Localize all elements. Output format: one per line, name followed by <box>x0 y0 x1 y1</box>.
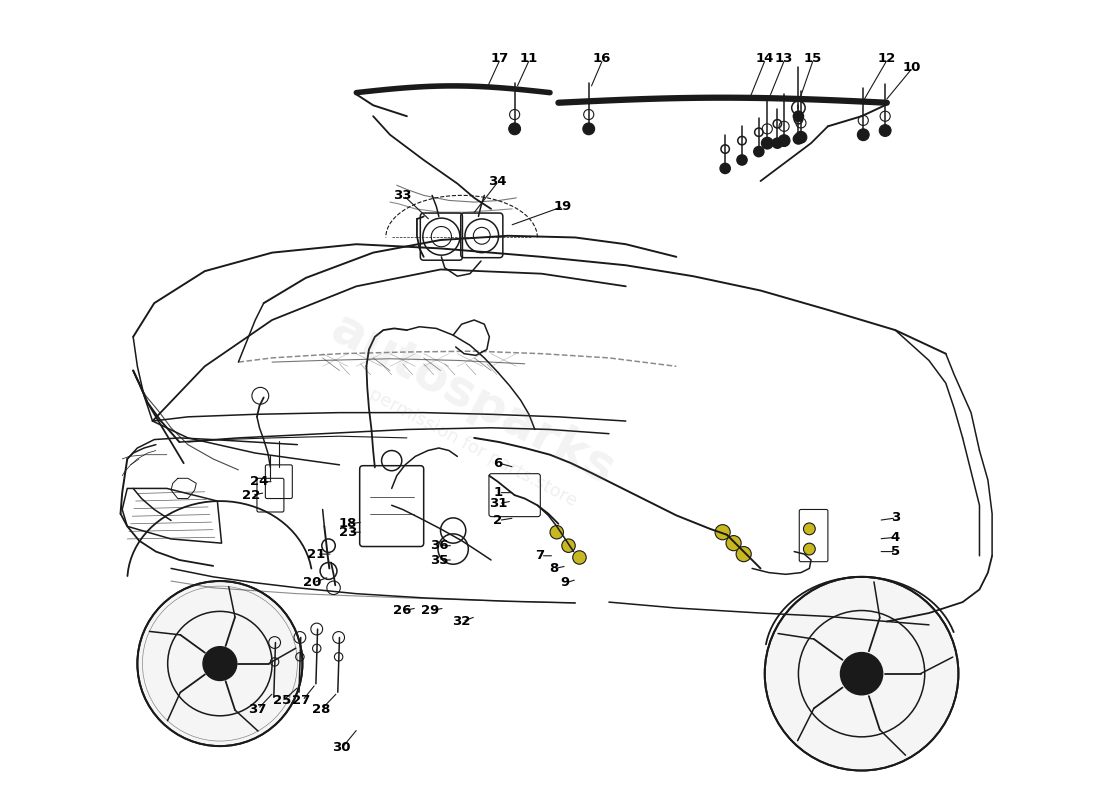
Text: 27: 27 <box>293 694 310 707</box>
Text: 25: 25 <box>273 694 292 707</box>
Text: 12: 12 <box>878 53 896 66</box>
Text: 13: 13 <box>774 53 793 66</box>
Circle shape <box>754 146 763 157</box>
Circle shape <box>793 134 803 144</box>
Circle shape <box>573 550 586 564</box>
Text: 29: 29 <box>421 604 440 617</box>
Text: 32: 32 <box>452 615 471 628</box>
Text: 24: 24 <box>251 475 268 488</box>
Text: 33: 33 <box>394 189 411 202</box>
Text: permission for parts.store: permission for parts.store <box>366 386 580 510</box>
Text: 23: 23 <box>339 526 358 538</box>
Text: 14: 14 <box>756 53 774 66</box>
Circle shape <box>803 543 815 555</box>
Text: 11: 11 <box>520 53 538 66</box>
Text: 26: 26 <box>394 604 411 617</box>
Text: 19: 19 <box>553 200 572 213</box>
Text: 3: 3 <box>891 511 900 524</box>
Circle shape <box>138 581 302 746</box>
Circle shape <box>726 535 741 550</box>
Circle shape <box>720 163 730 174</box>
Circle shape <box>793 111 803 122</box>
Text: 30: 30 <box>332 742 351 754</box>
Text: 4: 4 <box>891 530 900 544</box>
Text: 18: 18 <box>339 518 358 530</box>
Circle shape <box>508 123 520 134</box>
Text: 1: 1 <box>493 486 503 499</box>
Text: 17: 17 <box>491 53 508 66</box>
Text: 28: 28 <box>311 702 330 715</box>
Circle shape <box>761 138 773 149</box>
Text: autosparks: autosparks <box>323 305 624 495</box>
Circle shape <box>772 138 782 148</box>
Text: 5: 5 <box>891 545 900 558</box>
Circle shape <box>583 123 595 134</box>
Text: 10: 10 <box>903 61 922 74</box>
Circle shape <box>737 155 747 165</box>
Circle shape <box>857 129 869 141</box>
Circle shape <box>204 646 236 681</box>
Circle shape <box>550 526 563 539</box>
Circle shape <box>840 653 882 694</box>
Text: 35: 35 <box>430 554 448 566</box>
Text: 2: 2 <box>493 514 503 527</box>
Circle shape <box>778 134 790 146</box>
Text: 6: 6 <box>493 457 503 470</box>
Circle shape <box>736 546 751 562</box>
Circle shape <box>764 577 958 770</box>
Text: 22: 22 <box>242 489 261 502</box>
Text: 37: 37 <box>248 702 266 715</box>
Text: 31: 31 <box>488 497 507 510</box>
Circle shape <box>803 523 815 534</box>
Text: 21: 21 <box>307 548 324 561</box>
Text: 34: 34 <box>488 174 507 187</box>
Text: 7: 7 <box>536 550 544 562</box>
Text: 8: 8 <box>550 562 559 575</box>
Circle shape <box>715 525 730 540</box>
Circle shape <box>879 125 891 137</box>
Circle shape <box>795 131 806 143</box>
Text: 16: 16 <box>593 53 612 66</box>
Text: 20: 20 <box>304 576 321 590</box>
Text: 9: 9 <box>561 576 570 590</box>
Circle shape <box>562 539 575 553</box>
Text: 15: 15 <box>804 53 822 66</box>
Text: 36: 36 <box>430 539 448 552</box>
